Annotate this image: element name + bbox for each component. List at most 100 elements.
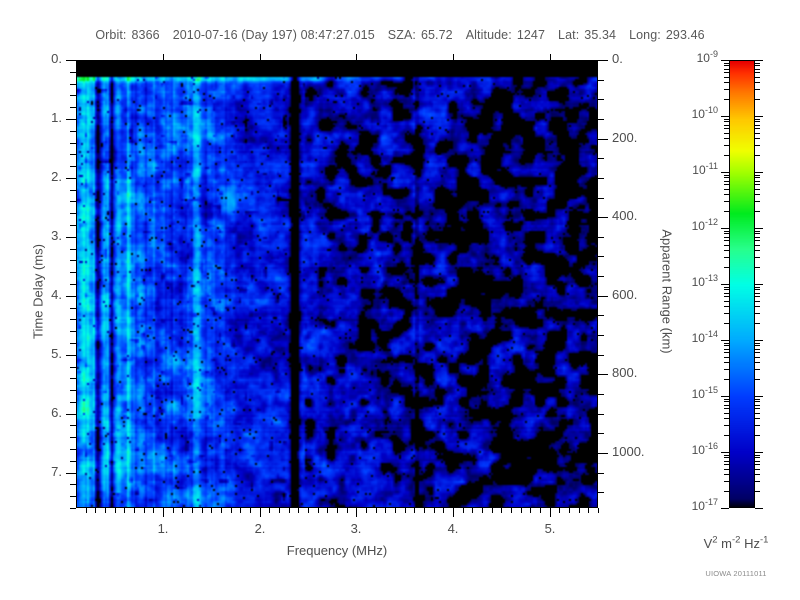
colorbar-tick-minor [724,418,729,419]
y-tick-right-major [598,217,608,218]
colorbar-tick-minor [724,72,729,73]
colorbar-tick-minor [724,289,729,290]
colorbar-tick-minor [755,313,760,314]
altitude-value: 1247 [516,28,546,42]
colorbar-tick-minor [724,257,729,258]
y-tick-label-left: 2. [51,169,62,184]
colorbar-tick-minor [755,65,760,66]
y-tick-left-minor [70,249,76,250]
colorbar-tick-minor [724,121,729,122]
colorbar-tick-minor [755,352,760,353]
colorbar-tick-minor [724,481,729,482]
x-tick-minor [337,508,338,513]
y-tick-left-major [66,60,76,61]
y-tick-label-right: 800. [612,365,638,380]
colorbar-tick-minor [755,145,760,146]
colorbar-mantissa: 10 [691,331,705,345]
colorbar-tick-minor [724,233,729,234]
x-tick-minor [579,508,580,513]
x-tick-minor [501,508,502,513]
y-tick-right-minor [598,178,604,179]
colorbar-tick-minor [755,72,760,73]
x-tick-major [163,508,164,517]
x-tick-minor [231,508,232,513]
colorbar-tick-minor [724,201,729,202]
colorbar-tick-major [755,284,763,285]
colorbar-tick-minor [755,408,760,409]
colorbar-tick-minor [724,77,729,78]
units-v-exp: 2 [712,534,718,546]
colorbar-tick-minor [724,237,729,238]
x-tick-minor [95,508,96,513]
colorbar-tick-minor [755,405,760,406]
colorbar-tick-minor [724,399,729,400]
colorbar-tick-minor [724,177,729,178]
x-tick-minor [144,508,145,513]
x-tick-minor [424,508,425,513]
colorbar-tick-major [755,396,763,397]
colorbar-mantissa: 10 [691,275,705,289]
longitude-value: 293.46 [665,28,705,42]
colorbar-tick-minor [724,345,729,346]
colorbar-tick-minor [755,175,760,176]
colorbar-tick-minor [724,155,729,156]
colorbar-tick-minor [755,231,760,232]
colorbar-tick-major [755,228,763,229]
longitude-label: Long: [629,28,661,42]
colorbar-tick-minor [755,401,760,402]
header-metadata-line: Orbit: 8366 2010-07-16 (Day 197) 08:47:27.… [0,28,800,44]
y-tick-right-minor [598,198,604,199]
colorbar-mantissa: 10 [692,163,706,177]
x-tick-minor [559,508,560,513]
colorbar-tick-minor [724,357,729,358]
units-hz-exp: -1 [759,534,769,546]
x-tick-minor [289,508,290,513]
y-tick-right-minor [598,355,604,356]
colorbar-tick-minor [755,63,760,64]
y-tick-left-major [66,296,76,297]
x-tick-minor [405,508,406,513]
colorbar-tick-minor [724,379,729,380]
colorbar-tick-minor [724,181,729,182]
x-tick-minor [588,508,589,513]
colorbar-tick-minor [755,464,760,465]
x-axis-title: Frequency (MHz) [286,543,388,558]
colorbar-tick-minor [755,461,760,462]
colorbar-tick-minor [755,362,760,363]
colorbar-tick-minor [724,408,729,409]
y-tick-right-minor [598,158,604,159]
x-tick-minor [105,508,106,513]
spectrogram-plot-area [76,60,598,508]
y-tick-left-minor [70,260,76,261]
colorbar-tick-minor [755,125,760,126]
colorbar-tick-minor [755,233,760,234]
colorbar-tick-minor [755,133,760,134]
colorbar-tick-minor [755,289,760,290]
colorbar-tick-minor [755,306,760,307]
y-tick-right-minor [598,99,604,100]
x-tick-minor [521,508,522,513]
y-tick-label-left: 6. [51,405,62,420]
colorbar-tick-minor [724,369,729,370]
colorbar-tick-minor [755,323,760,324]
colorbar-mantissa: 10 [691,443,705,457]
colorbar-tick-minor [724,63,729,64]
y-tick-right-minor [598,492,604,493]
colorbar-tick-minor [755,257,760,258]
colorbar-tick-major [721,284,729,285]
colorbar-tick-minor [755,481,760,482]
x-tick-minor [598,508,599,513]
x-tick-minor [250,508,251,513]
colorbar-mantissa: 10 [691,387,705,401]
units-m: m [717,536,732,551]
x-tick-major [550,508,551,517]
y-tick-right-major [598,139,608,140]
colorbar-tick-minor [724,194,729,195]
x-tick-minor [173,508,174,513]
x-tick-minor [569,508,570,513]
colorbar-tick-minor [755,296,760,297]
colorbar-gradient [730,61,754,507]
colorbar-tick-minor [755,418,760,419]
colorbar-tick-label: 10-16 [691,442,718,457]
colorbar-tick-major [755,116,763,117]
